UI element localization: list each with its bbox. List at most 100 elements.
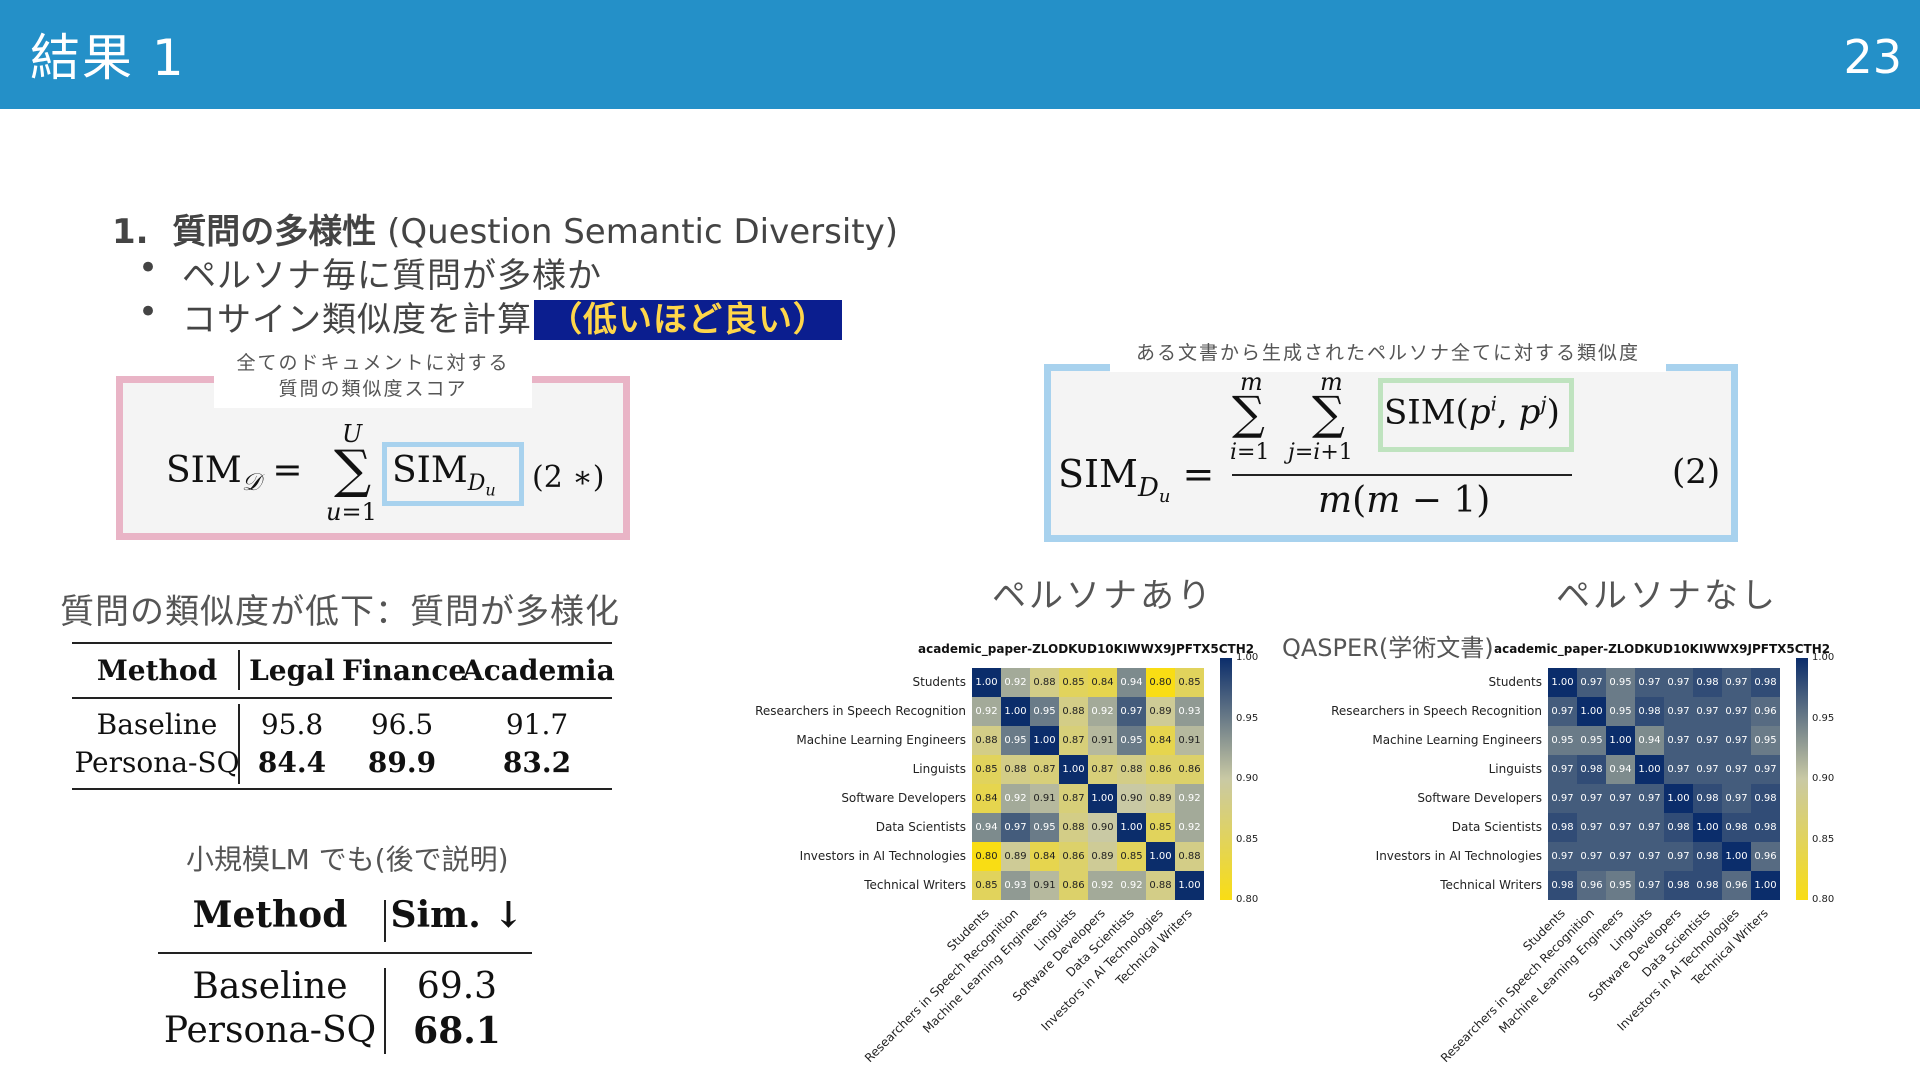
heatmap-cell: 0.84	[1030, 842, 1059, 871]
table-cell: Baseline	[192, 966, 348, 1007]
sum-upper: U	[342, 420, 363, 448]
heatmap-cell: 0.85	[972, 755, 1001, 784]
heatmap-cell: 0.94	[972, 813, 1001, 842]
table-cell: 69.3	[416, 966, 498, 1007]
heatmap-cell: 0.98	[1548, 813, 1577, 842]
heatmap-cell: 0.98	[1635, 697, 1664, 726]
heatmap-label-without-persona: ペルソナなし	[1556, 576, 1778, 616]
heatmap-cell: 0.86	[1059, 871, 1088, 900]
heatmap-title: academic_paper-ZLODKUD10KIWWX9JPFTX5CTH2	[1494, 642, 1831, 656]
heatmap-cell: 0.95	[1606, 668, 1635, 697]
heatmap-cell: 0.97	[1722, 784, 1751, 813]
heatmap-cell: 0.86	[1175, 755, 1204, 784]
heatmap-cell: 0.96	[1722, 871, 1751, 900]
heatmap-row-label: Data Scientists	[1451, 820, 1542, 834]
heatmap-cell: 0.87	[1088, 755, 1117, 784]
heatmap-cell: 0.96	[1751, 842, 1780, 871]
heatmap-cell: 0.95	[1751, 726, 1780, 755]
heatmap-cell: 0.91	[1030, 871, 1059, 900]
heatmap-row-label: Researchers in Speech Recognition	[1331, 704, 1542, 718]
heatmap-cell: 0.95	[1548, 726, 1577, 755]
heatmap-cell: 0.95	[1030, 813, 1059, 842]
heatmap-cell: 0.91	[1030, 784, 1059, 813]
slide-title: 結果 1	[30, 29, 186, 87]
heatmap-cell: 0.97	[1577, 842, 1606, 871]
heatmap-cell: 0.97	[1635, 813, 1664, 842]
table-cell: Persona-SQ	[163, 1010, 377, 1051]
heatmap-cell: 0.94	[1635, 726, 1664, 755]
colorbar-tick: 0.90	[1812, 773, 1835, 784]
heatmap-cell: 0.89	[1146, 784, 1175, 813]
heatmap-cell: 0.93	[1175, 697, 1204, 726]
heatmap-cell: 1.00	[1751, 871, 1780, 900]
bullet-item-text: コサイン類似度を計算	[182, 300, 532, 340]
heatmap-cell: 1.00	[1088, 784, 1117, 813]
heading-bold: 質問の多様性	[172, 212, 377, 252]
heatmap-row-label: Students	[1488, 675, 1543, 689]
heatmap-cell: 0.97	[1117, 697, 1146, 726]
heatmap-cell: 0.98	[1693, 842, 1722, 871]
heatmap-cell: 0.84	[972, 784, 1001, 813]
table-header-cell: Academia	[462, 654, 615, 687]
heatmap-cell: 0.89	[1088, 842, 1117, 871]
heatmap-row-label: Linguists	[1488, 762, 1542, 776]
colorbar	[1796, 658, 1808, 900]
heatmap-cell: 1.00	[972, 668, 1001, 697]
heatmap-cell: 1.00	[1693, 813, 1722, 842]
heatmap-cell: 0.98	[1577, 755, 1606, 784]
colorbar-tick: 0.90	[1236, 773, 1259, 784]
heatmap-row-label: Students	[912, 675, 967, 689]
heatmap-cell: 0.80	[1146, 668, 1175, 697]
formula-left-math: SIM𝒟 =	[166, 450, 303, 497]
heatmap-cell: 0.91	[1088, 726, 1117, 755]
heatmap-cell: 0.97	[1548, 784, 1577, 813]
section-title-small-lm: 小規模LM でも(後で説明)	[186, 843, 509, 876]
sim-du-box	[382, 442, 524, 506]
heatmap-row-label: Technical Writers	[864, 878, 966, 892]
heatmap-cell: 0.88	[972, 726, 1001, 755]
table-cell: 84.4	[257, 746, 327, 779]
heatmap-cell: 0.97	[1722, 726, 1751, 755]
heatmap-cell: 1.00	[1548, 668, 1577, 697]
page-number: 23	[1843, 30, 1902, 84]
sim-pipj-box	[1378, 378, 1574, 452]
heatmap-cell: 0.97	[1606, 842, 1635, 871]
heatmap-cell: 0.90	[1117, 784, 1146, 813]
sim-du: SIMDu	[392, 450, 496, 500]
highlight-badge: （低いほど良い）	[534, 300, 842, 340]
heatmap-cell: 0.95	[1001, 726, 1030, 755]
caption-line: 質問の類似度スコア	[278, 378, 468, 400]
heatmap-cell: 0.89	[1001, 842, 1030, 871]
table-cell: 83.2	[502, 746, 572, 779]
heatmap-cell: 0.97	[1635, 842, 1664, 871]
heatmap-cell: 0.90	[1088, 813, 1117, 842]
heatmap-cell: 0.88	[1117, 755, 1146, 784]
sum-symbol-i: ∑	[1232, 386, 1265, 440]
sum-symbol-j: ∑	[1312, 386, 1345, 440]
heatmap-cell: 0.97	[1751, 755, 1780, 784]
heatmap-cell: 0.98	[1664, 813, 1693, 842]
heatmap-cell: 0.88	[1030, 668, 1059, 697]
heatmap-cell: 1.00	[1059, 755, 1088, 784]
heatmap-cell: 1.00	[1117, 813, 1146, 842]
heatmap-cell: 1.00	[1664, 784, 1693, 813]
heatmap-cell: 0.85	[972, 871, 1001, 900]
caption-line: 全てのドキュメントに対する	[236, 352, 510, 374]
table-top-rule	[72, 642, 612, 644]
formula-caption-right: ある文書から生成されたペルソナ全てに対する類似度	[1110, 336, 1666, 372]
colorbar-tick: 1.00	[1236, 652, 1259, 663]
heatmap-cell: 0.97	[1722, 668, 1751, 697]
colorbar-tick: 0.80	[1812, 894, 1835, 905]
section-title-similarity: 質問の類似度が低下：質問が多様化	[60, 592, 620, 632]
table-vertical-rule	[384, 900, 386, 942]
header-bar: 結果 1 23	[0, 0, 1920, 109]
bullet-item: コサイン類似度を計算（低いほど良い）	[138, 292, 842, 341]
heatmap-cell: 0.97	[1635, 871, 1664, 900]
colorbar-tick: 0.85	[1812, 833, 1835, 845]
colorbar-tick: 0.85	[1236, 833, 1259, 845]
heatmap-cell: 0.97	[1693, 755, 1722, 784]
heatmap-cell: 0.87	[1059, 784, 1088, 813]
heatmap-cell: 0.97	[1693, 697, 1722, 726]
heatmap-cell: 1.00	[1146, 842, 1175, 871]
heatmap-cell: 0.87	[1059, 726, 1088, 755]
